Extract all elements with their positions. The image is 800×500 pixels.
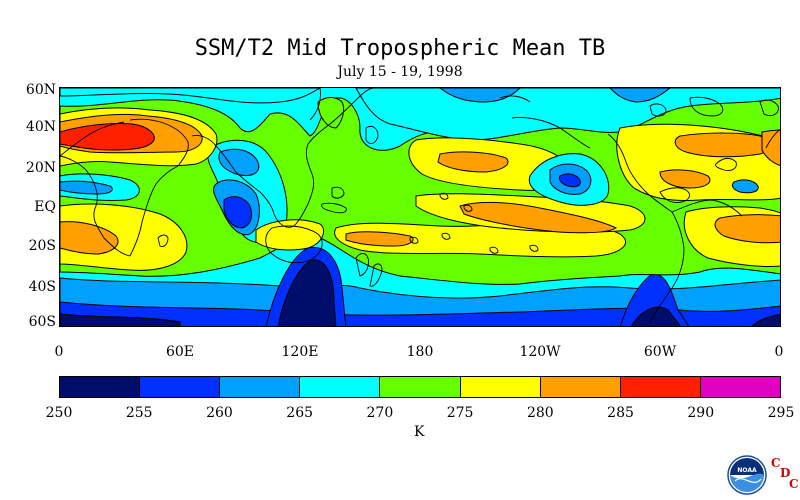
colorbar-segment [380,377,461,397]
lat-label: 20S [28,238,56,254]
colorbar-segment [700,377,780,397]
colorbar-label: 265 [286,405,314,421]
noaa-logo-text: NOAA [737,467,757,474]
colorbar-label: 270 [366,405,394,421]
field-280-285 [437,151,509,173]
field-260-265 [218,148,260,176]
field-280-285 [459,201,618,234]
field-260-265 [731,179,759,194]
colorbar-segment [460,377,541,397]
field-280-285 [345,231,414,247]
lon-label: 120W [519,344,561,360]
colorbar-label: 250 [45,405,73,421]
field-260-265 [439,88,521,103]
field-265-270 [60,88,321,104]
field-250-255 [60,313,181,326]
field-280-285 [60,221,119,255]
field-250-255 [630,306,682,326]
field-260-265 [609,88,671,103]
field-280-285 [659,169,711,189]
field-255-260 [559,173,581,188]
colorbar-label: 280 [526,405,554,421]
colorbar-segment [220,377,301,397]
colorbar-segment [540,377,621,397]
map-subtitle: July 15 - 19, 1998 [337,64,463,80]
field-280-285 [761,129,780,166]
colorbar-segment [620,377,701,397]
map-title: SSM/T2 Mid Tropospheric Mean TB [194,36,606,61]
lat-label: 60N [25,82,56,98]
field-255-260 [223,196,253,229]
colorbar-label: 255 [125,405,153,421]
colorbar-label: 290 [687,405,715,421]
lon-label: 0 [54,344,64,360]
colorbar-segment [300,377,381,397]
coastline-lines [60,88,780,323]
colorbar-label: 285 [607,405,634,421]
field-275-280 [255,219,324,251]
lat-label: EQ [34,199,56,215]
units-label: K [414,424,425,440]
field-250-255 [277,259,337,326]
lon-label: 0 [774,344,784,360]
cdc-letter: D [780,466,791,480]
temperature-map [59,87,781,327]
field-280-285 [714,214,780,244]
colorbar-label: 260 [206,405,233,421]
lat-label: 40N [25,119,56,135]
lat-label: 40S [28,279,56,295]
lon-label: 60W [643,344,677,360]
cdc-letter: C [789,477,799,491]
field-285-290 [60,123,155,151]
field-250-255 [751,313,780,326]
cdc-letter: C [771,456,781,470]
field-255-260 [60,301,780,326]
lon-label: 120E [281,344,319,360]
colorbar [59,376,781,398]
field-270-275 [317,97,345,129]
noaa-logo: NOAA [727,455,767,495]
lat-label: 20N [25,160,56,176]
colorbar-label: 275 [446,405,474,421]
field-280-285 [674,132,771,158]
lon-label: 180 [406,344,434,360]
map-canvas [60,88,780,326]
colorbar-label: 295 [767,405,795,421]
lat-label: 60S [28,314,56,330]
lon-label: 60E [165,344,195,360]
colorbar-segment [60,377,141,397]
field-260-265 [60,180,113,195]
colorbar-segment [140,377,221,397]
